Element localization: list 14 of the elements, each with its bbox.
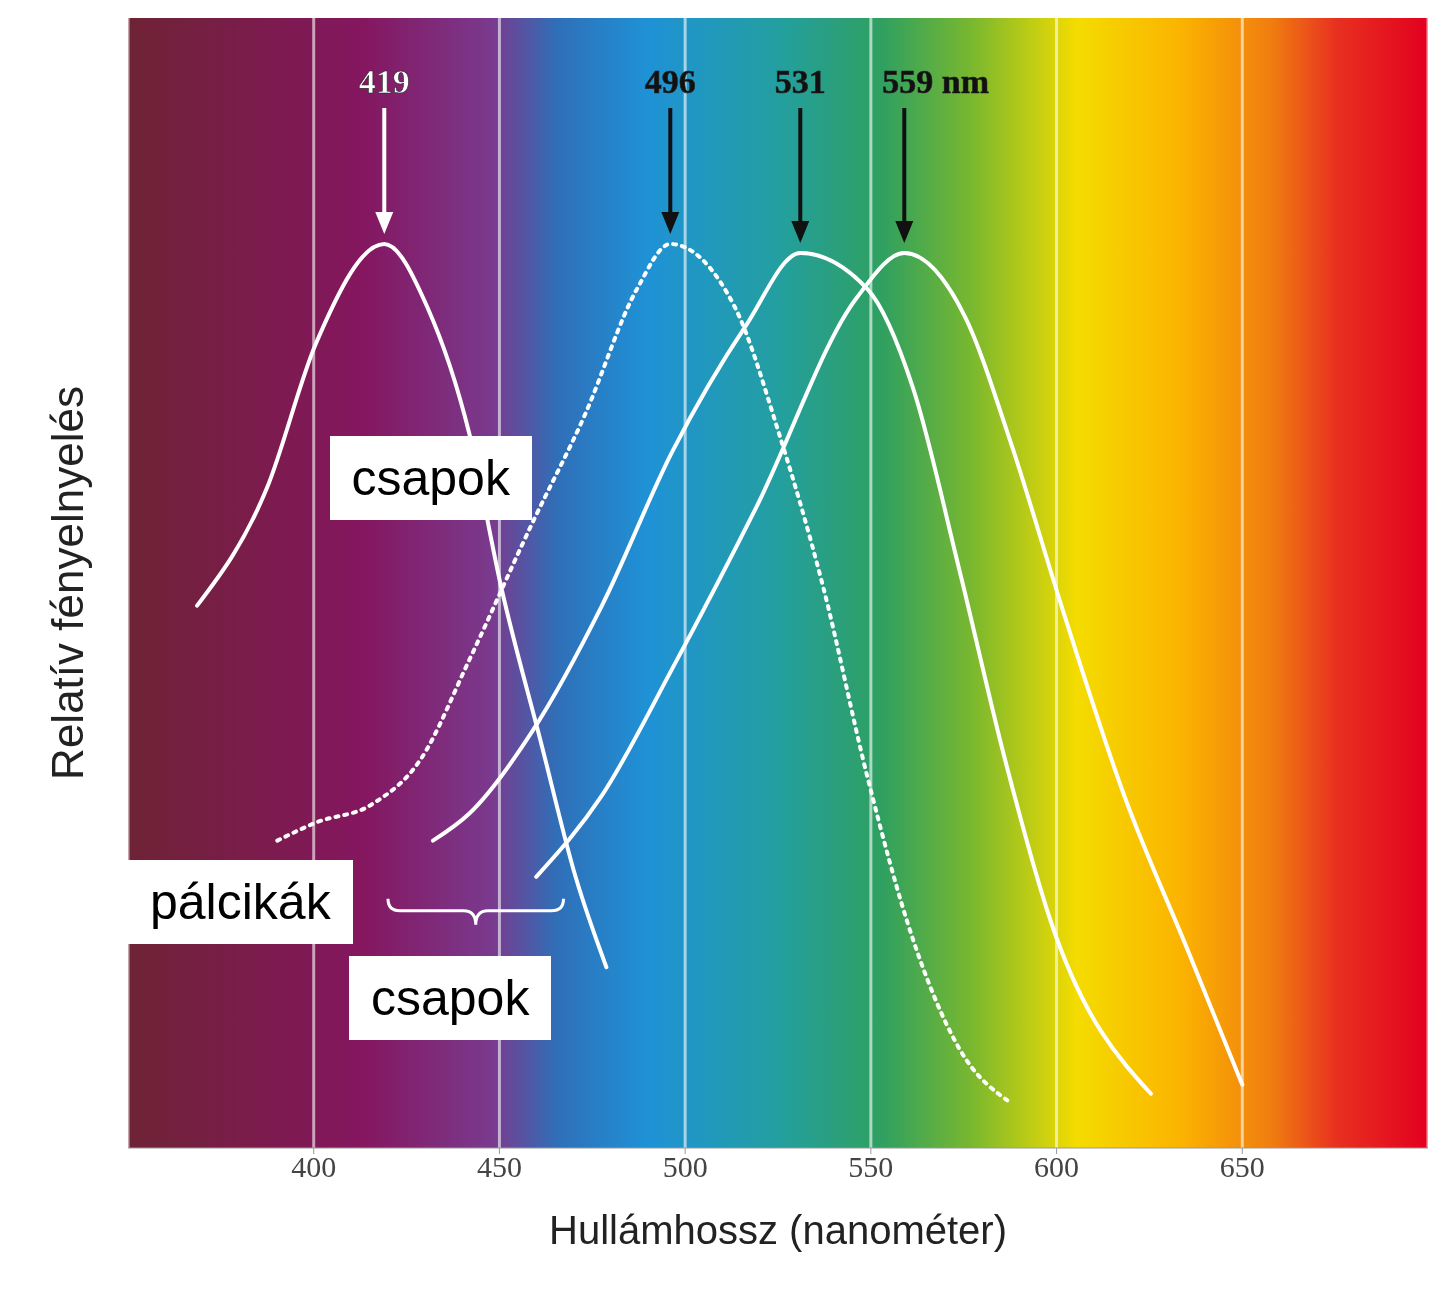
x-tick-label: 550	[848, 1150, 894, 1184]
y-axis-title: Relatív fényelnyelés	[43, 386, 93, 780]
x-tick-label: 450	[476, 1150, 522, 1184]
x-tick-label: 500	[662, 1150, 708, 1184]
annotation: pálcikák	[128, 859, 353, 944]
annotation: csapok	[349, 955, 552, 1040]
text: 559 nm	[882, 63, 990, 100]
x-axis-title: Hullámhossz (nanométer)	[548, 1208, 1008, 1253]
x-tick-label: 650	[1219, 1150, 1265, 1184]
x-tick-label: 600	[1034, 1150, 1080, 1184]
text: 419	[358, 63, 410, 100]
x-tick-label: 400	[291, 1150, 337, 1184]
annotation: csapok	[329, 436, 532, 521]
text: 531	[774, 63, 826, 100]
